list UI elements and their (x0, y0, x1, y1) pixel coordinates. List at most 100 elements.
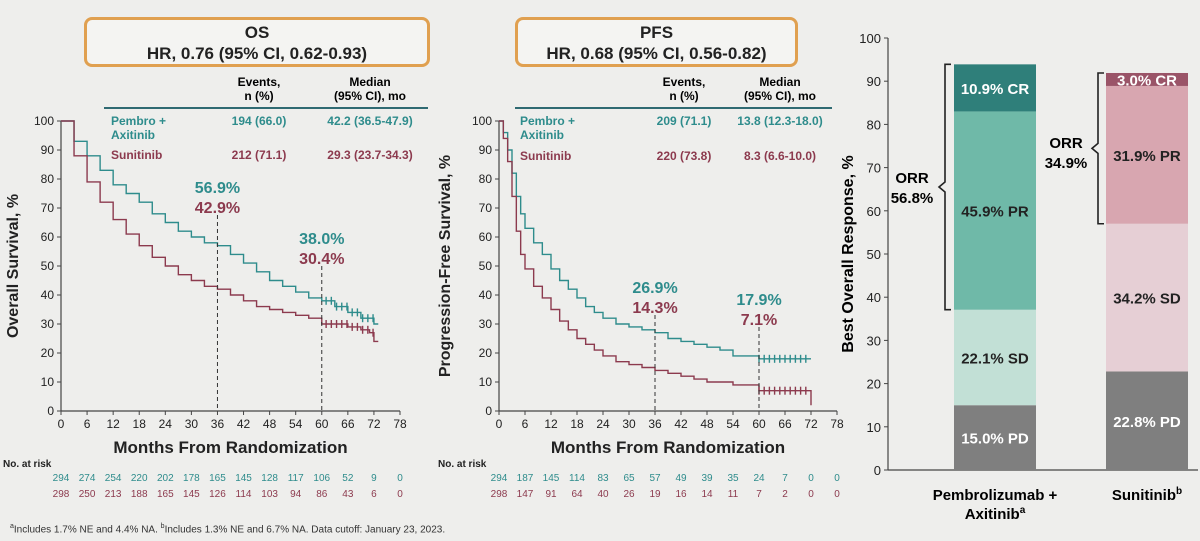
km0-risk-value: 165 (157, 489, 174, 500)
km0-x-tick-label: 42 (237, 417, 251, 431)
km1-events-value-1: 220 (73.8) (657, 149, 712, 163)
bar-y-axis-title: Best Overall Response, % (840, 155, 857, 352)
km0-landmark-sunitinib: 30.4% (299, 251, 344, 268)
km0-median-value-0: 42.2 (36.5-47.9) (327, 114, 412, 128)
km0-risk-value: 0 (397, 473, 403, 484)
km0-landmark-pembro: 56.9% (195, 180, 240, 197)
km1-median-header-2: (95% CI), mo (744, 89, 816, 103)
km0-risk-value: 52 (342, 473, 354, 484)
km0-y-axis-title: Overall Survival, % (5, 194, 22, 338)
km1-x-tick-label: 54 (726, 417, 740, 431)
km1-events-header-1: Events, (663, 75, 706, 89)
km1-risk-value: 7 (756, 489, 762, 500)
km1-risk-value: 145 (543, 473, 560, 484)
km0-risk-value: 6 (371, 489, 377, 500)
km0-risk-value: 9 (371, 473, 377, 484)
km0-risk-value: 298 (53, 489, 70, 500)
bar-y-tick-label: 40 (867, 290, 881, 305)
km0-risk-value: 188 (131, 489, 148, 500)
bar-category-label-2: Axitiniba (965, 505, 1026, 523)
km0-risk-value: 274 (79, 473, 96, 484)
bar-category-label: Sunitinibb (1112, 486, 1182, 504)
km0-median-header-1: Median (349, 75, 390, 89)
km1-risk-value: 187 (517, 473, 534, 484)
km1-risk-value: 35 (727, 473, 739, 484)
km0-y-tick-label: 0 (47, 404, 54, 418)
km0-x-tick-label: 48 (263, 417, 277, 431)
km0-risk-value: 114 (236, 489, 252, 500)
bar-y-tick-label: 0 (874, 463, 881, 478)
footnote: aIncludes 1.7% NE and 4.4% NA. bIncludes… (10, 523, 445, 535)
bar-label-sd: 34.2% SD (1113, 291, 1181, 308)
km0-risk-value: 43 (342, 489, 354, 500)
km1-y-tick-label: 80 (479, 172, 493, 186)
km0-x-tick-label: 54 (289, 417, 303, 431)
km1-risk-value: 0 (808, 489, 814, 500)
km1-risk-value: 19 (649, 489, 661, 500)
km0-risk-value: 86 (316, 489, 328, 500)
km0-median-header-2: (95% CI), mo (334, 89, 406, 103)
km1-risk-value: 49 (675, 473, 687, 484)
km1-risk-value: 2 (782, 489, 788, 500)
km1-events-value-0: 209 (71.1) (657, 114, 712, 128)
km1-risk-label: No. at risk (438, 459, 487, 470)
km0-y-tick-label: 70 (41, 201, 55, 215)
km0-x-tick-label: 18 (133, 417, 147, 431)
orr-label-sunitinib: ORR (1049, 135, 1083, 152)
km1-y-tick-label: 70 (479, 201, 493, 215)
km1-y-tick-label: 100 (472, 114, 492, 128)
km1-median-header-1: Median (759, 75, 800, 89)
km1-risk-value: 114 (569, 473, 585, 484)
km1-risk-value: 0 (834, 473, 840, 484)
bar-label-pd: 22.8% PD (1113, 414, 1181, 431)
km0-y-tick-label: 100 (34, 114, 54, 128)
km0-y-tick-label: 60 (41, 230, 55, 244)
km1-risk-value: 65 (623, 473, 635, 484)
km0-y-tick-label: 40 (41, 288, 55, 302)
km1-x-tick-label: 66 (778, 417, 792, 431)
km1-legend-name-0: Pembro + (520, 114, 575, 128)
orr-value-pembro: 56.8% (891, 190, 934, 207)
km0-risk-value: 94 (290, 489, 302, 500)
km0-events-header-2: n (%) (244, 89, 273, 103)
km0-x-tick-label: 30 (185, 417, 199, 431)
km0-landmark-pembro: 38.0% (299, 231, 344, 248)
bar-y-tick-label: 100 (859, 31, 881, 46)
km1-risk-value: 83 (597, 473, 609, 484)
km1-y-tick-label: 0 (485, 404, 492, 418)
km1-risk-value: 298 (491, 489, 508, 500)
km0-risk-value: 106 (313, 473, 330, 484)
orr-label-pembro: ORR (895, 170, 929, 187)
km0-x-tick-label: 12 (106, 417, 120, 431)
km1-y-tick-label: 40 (479, 288, 493, 302)
km1-landmark-sunitinib: 14.3% (632, 300, 677, 317)
bar-label-cr: 10.9% CR (961, 81, 1030, 98)
km0-y-tick-label: 10 (41, 375, 55, 389)
km1-risk-value: 91 (545, 489, 557, 500)
km1-x-tick-label: 36 (648, 417, 662, 431)
km1-events-header-2: n (%) (669, 89, 698, 103)
km0-x-tick-label: 72 (367, 417, 381, 431)
km0-risk-value: 294 (53, 473, 70, 484)
bar-label-pr: 31.9% PR (1113, 148, 1181, 165)
km0-legend-name-1: Sunitinib (111, 148, 162, 162)
km1-y-tick-label: 30 (479, 317, 493, 331)
km1-y-tick-label: 60 (479, 230, 493, 244)
km1-risk-value: 294 (491, 473, 508, 484)
km0-y-tick-label: 50 (41, 259, 55, 273)
km0-x-tick-label: 6 (84, 417, 91, 431)
bar-y-tick-label: 50 (867, 247, 881, 262)
bar-label-pd: 15.0% PD (961, 431, 1029, 448)
km1-y-tick-label: 10 (479, 375, 493, 389)
km1-median-value-1: 8.3 (6.6-10.0) (744, 149, 816, 163)
km1-y-axis-title: Progression-Free Survival, % (437, 155, 454, 377)
km0-risk-value: 145 (183, 489, 200, 500)
km0-risk-label: No. at risk (3, 459, 52, 470)
km1-x-tick-label: 78 (830, 417, 844, 431)
km0-risk-value: 178 (183, 473, 200, 484)
km1-landmark-pembro: 26.9% (632, 280, 677, 297)
km1-risk-value: 16 (675, 489, 687, 500)
km1-y-tick-label: 20 (479, 346, 493, 360)
km1-x-tick-label: 42 (674, 417, 688, 431)
km1-risk-value: 64 (571, 489, 583, 500)
